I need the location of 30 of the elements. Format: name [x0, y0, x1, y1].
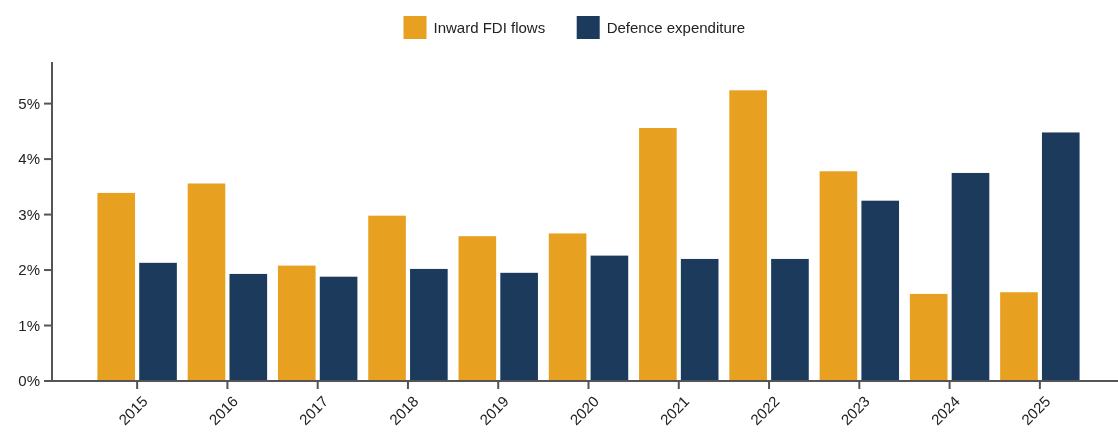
bar	[500, 272, 538, 381]
bar	[819, 171, 858, 381]
y-tick-label: 5%	[18, 94, 40, 112]
bar	[139, 262, 177, 381]
bar	[187, 183, 226, 381]
bar	[680, 258, 719, 381]
bar	[319, 276, 358, 381]
bar	[771, 258, 809, 381]
legend-label: Inward FDI flows	[433, 19, 546, 36]
bar	[639, 128, 677, 381]
bar	[97, 192, 136, 381]
y-tick-label: 3%	[18, 205, 40, 223]
bar	[277, 265, 316, 381]
y-tick-label: 0%	[18, 372, 40, 390]
bar	[1000, 292, 1038, 381]
bar	[368, 215, 406, 381]
y-tick-label: 4%	[18, 150, 40, 168]
bar	[458, 236, 497, 381]
bar	[229, 273, 268, 381]
bar	[909, 293, 948, 381]
bar	[548, 233, 587, 381]
y-tick-label: 1%	[18, 316, 40, 334]
bar	[590, 255, 629, 381]
legend-label: Defence expenditure	[606, 19, 746, 36]
bar	[951, 172, 990, 381]
y-tick-label: 2%	[18, 261, 40, 279]
bar	[1041, 132, 1080, 381]
bar	[410, 268, 448, 381]
bar	[861, 200, 900, 381]
bar	[729, 90, 767, 381]
